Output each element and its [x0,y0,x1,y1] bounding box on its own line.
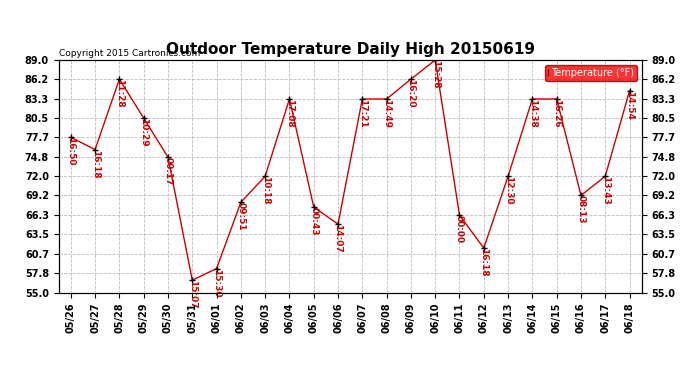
Text: 10:29: 10:29 [139,118,148,147]
Title: Outdoor Temperature Daily High 20150619: Outdoor Temperature Daily High 20150619 [166,42,535,57]
Text: 15:30: 15:30 [212,268,221,297]
Text: 12:30: 12:30 [504,176,513,205]
Text: 00:00: 00:00 [455,215,464,243]
Text: 15:07: 15:07 [188,280,197,309]
Text: 00:43: 00:43 [309,207,318,236]
Text: 13:43: 13:43 [601,176,610,205]
Text: 14:49: 14:49 [382,99,391,128]
Text: 17:08: 17:08 [285,99,294,128]
Text: 16:18: 16:18 [90,150,99,178]
Text: 16:20: 16:20 [406,79,415,108]
Text: 14:07: 14:07 [333,224,342,253]
Text: 09:51: 09:51 [237,202,246,231]
Text: 14:54: 14:54 [625,91,634,120]
Text: Copyright 2015 Cartronics.com: Copyright 2015 Cartronics.com [59,49,200,58]
Text: 08:13: 08:13 [576,195,586,224]
Text: 15:28: 15:28 [431,60,440,88]
Text: 00:17: 00:17 [164,157,172,186]
Legend: Temperature (°F): Temperature (°F) [545,65,637,81]
Text: 11:28: 11:28 [115,79,124,108]
Text: 16:18: 16:18 [480,248,489,277]
Text: 14:38: 14:38 [528,99,537,128]
Text: 16:26: 16:26 [552,99,561,128]
Text: 16:50: 16:50 [66,137,75,166]
Text: 17:21: 17:21 [358,99,367,128]
Text: 10:18: 10:18 [261,176,270,205]
